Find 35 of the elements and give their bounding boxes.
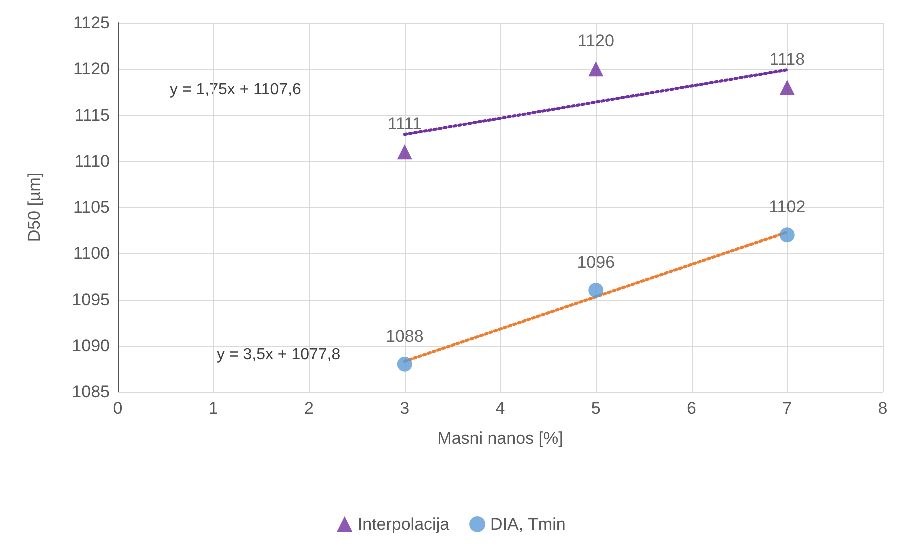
y-axis-title: D50 [µm] — [25, 172, 44, 242]
x-tick-label: 6 — [687, 399, 696, 418]
y-tick-label: 1090 — [72, 336, 110, 356]
x-tick-label: 5 — [591, 399, 601, 418]
y-tick-label: 1110 — [74, 152, 110, 171]
point — [588, 283, 604, 298]
x-tick-label: 7 — [782, 399, 792, 418]
data-label: 1111 — [388, 114, 422, 134]
annotation: y = 3,5x + 1077,8 — [217, 346, 341, 364]
data-label: 1088 — [386, 326, 424, 346]
point — [397, 356, 412, 372]
point — [780, 228, 795, 243]
data-label: 1102 — [769, 198, 806, 217]
data-label: 1096 — [577, 253, 616, 272]
x-tick-label: 2 — [304, 399, 314, 418]
x-axis-title: Masni nanos [%] — [438, 429, 564, 448]
y-tick-label: 1105 — [73, 198, 110, 217]
y-tick-label: 1120 — [73, 60, 110, 79]
x-tick-label: 0 — [113, 399, 123, 418]
y-tick-label: 1115 — [74, 106, 110, 125]
y-tick-label: 1085 — [72, 382, 110, 402]
legend-label: Interpolacija — [358, 515, 450, 534]
legend-label: DIA, Tmin — [490, 515, 566, 534]
y-tick-label: 1100 — [73, 244, 110, 264]
point — [588, 62, 604, 77]
y-tick-label: 1095 — [72, 290, 110, 310]
x-tick-label: 8 — [878, 399, 888, 418]
point — [780, 80, 795, 96]
x-tick-label: 3 — [400, 399, 410, 418]
data-label: 1120 — [578, 32, 614, 51]
y-tick-label: 1125 — [73, 14, 110, 32]
x-tick-label: 4 — [496, 399, 506, 418]
x-tick-label: 1 — [208, 399, 218, 418]
point — [397, 144, 412, 160]
data-label: 1118 — [770, 50, 806, 70]
